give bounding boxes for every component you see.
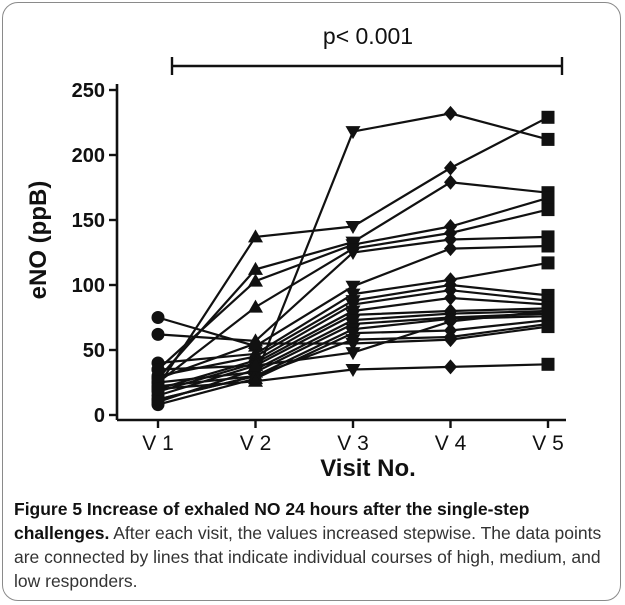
data-point-s19-v4: [444, 313, 457, 329]
data-point-s19-v1: [151, 363, 165, 376]
caption-text: After each visit, the values increased s…: [14, 523, 602, 591]
data-point-s3-v2: [248, 261, 263, 275]
data-point-s10-v4: [444, 282, 457, 298]
y-tick-label-150: 150: [72, 210, 105, 232]
figure-caption: Figure 5 Increase of exhaled NO 24 hours…: [14, 497, 612, 593]
data-point-s20-v2: [248, 373, 263, 387]
data-point-s5-v5: [541, 203, 555, 217]
data-point-s6-v3: [345, 247, 361, 260]
data-point-s6-v4: [444, 232, 457, 247]
x-tick-label-2: V 2: [240, 432, 272, 455]
data-point-s19-v3: [345, 347, 361, 361]
data-point-s18-v5: [541, 320, 555, 334]
data-point-s11-v4: [444, 290, 457, 306]
data-point-s20-v5: [541, 357, 555, 371]
data-point-s2-v2: [248, 229, 263, 243]
data-point-s18-v3: [345, 338, 361, 351]
data-point-s2-v4: [444, 160, 457, 176]
data-point-s18-v2: [248, 336, 263, 349]
caption-title: Figure 5 Increase of exhaled NO 24 hours…: [14, 499, 530, 543]
y-tick-label-0: 0: [94, 405, 105, 427]
y-tick-label-200: 200: [72, 145, 105, 167]
data-point-s1-v4: [444, 105, 457, 121]
data-point-s20-v4: [444, 359, 457, 375]
axes: [115, 84, 566, 422]
data-point-s1-v5: [541, 132, 555, 146]
x-axis-label: Visit No.: [320, 455, 416, 482]
x-tick-label-4: V 4: [435, 432, 467, 455]
data-point-s7-v1: [151, 311, 165, 324]
data-point-s18-v4: [444, 332, 457, 348]
data-point-s18-v1: [151, 372, 165, 386]
data-point-s7-v4: [444, 241, 457, 257]
data-point-s20-v3: [345, 364, 361, 377]
data-point-s2-v5: [541, 110, 555, 124]
data-point-s19-v2: [248, 358, 263, 372]
data-point-s1-v3: [345, 126, 361, 140]
x-tick-label-3: V 3: [337, 432, 369, 455]
data-point-s4-v2: [248, 273, 263, 287]
p-value-label: p< 0.001: [323, 23, 413, 49]
x-tick-label-1: V 1: [142, 432, 174, 455]
data-point-s2-v3: [345, 221, 361, 234]
y-tick-label-100: 100: [72, 275, 105, 297]
y-tick-label-250: 250: [72, 80, 105, 102]
data-point-s17-v1: [151, 392, 165, 406]
data-point-s8-v5: [541, 256, 555, 270]
data-point-s6-v1: [151, 327, 165, 341]
x-tick-label-5: V 5: [532, 432, 564, 455]
series-markers: [151, 105, 555, 412]
ticks: 0 50 100 150 200 250 V 1 V 2 V 3 V 4 V 5: [72, 80, 564, 455]
data-point-s7-v5: [541, 239, 555, 253]
y-tick-label-50: 50: [83, 340, 105, 362]
data-point-s3-v4: [444, 174, 457, 190]
data-point-s7-v3: [345, 280, 361, 294]
data-point-s20-v1: [151, 382, 165, 396]
data-point-s4-v5: [541, 191, 555, 205]
data-point-s5-v2: [248, 299, 263, 313]
data-point-s19-v5: [541, 304, 555, 318]
y-axis-label: eNO (ppB): [25, 181, 52, 300]
significance-annotation: p< 0.001: [170, 23, 564, 75]
